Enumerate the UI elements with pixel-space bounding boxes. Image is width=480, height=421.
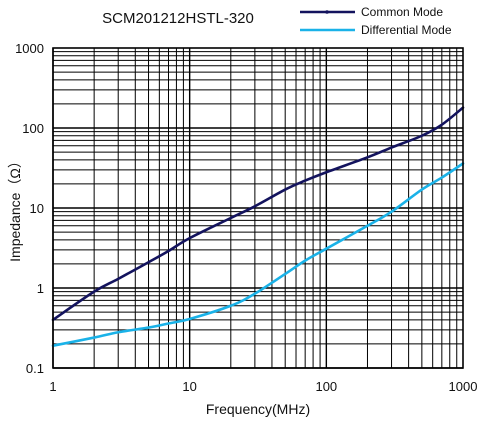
x-tick-label: 10 xyxy=(182,379,196,394)
chart-title: SCM201212HSTL-320 xyxy=(102,10,254,27)
series-layer xyxy=(51,106,465,347)
y-tick-label: 10 xyxy=(30,201,44,216)
plot-grid xyxy=(52,48,463,369)
tick-labels: 1 10 100 1000 0.1 1 10 100 1000 xyxy=(15,41,477,394)
y-axis-label: Impedance（Ω） xyxy=(7,154,23,262)
legend-marker-common-mode xyxy=(325,10,329,14)
legend-label-differential-mode: Differential Mode xyxy=(361,23,452,37)
x-tick-label: 100 xyxy=(315,379,337,394)
y-tick-label: 0.1 xyxy=(26,361,44,376)
y-tick-label: 1000 xyxy=(15,41,44,56)
x-tick-label: 1000 xyxy=(449,379,478,394)
series-line-common-mode xyxy=(51,106,465,322)
x-tick-label: 1 xyxy=(49,379,56,394)
legend: Common Mode Differential Mode xyxy=(300,5,452,37)
y-tick-label: 100 xyxy=(22,121,44,136)
x-axis-label: Frequency(MHz) xyxy=(206,401,310,417)
series-line-differential-mode xyxy=(51,162,465,347)
legend-label-common-mode: Common Mode xyxy=(361,5,443,19)
y-tick-label: 1 xyxy=(37,281,44,296)
plot-frame xyxy=(52,47,464,369)
